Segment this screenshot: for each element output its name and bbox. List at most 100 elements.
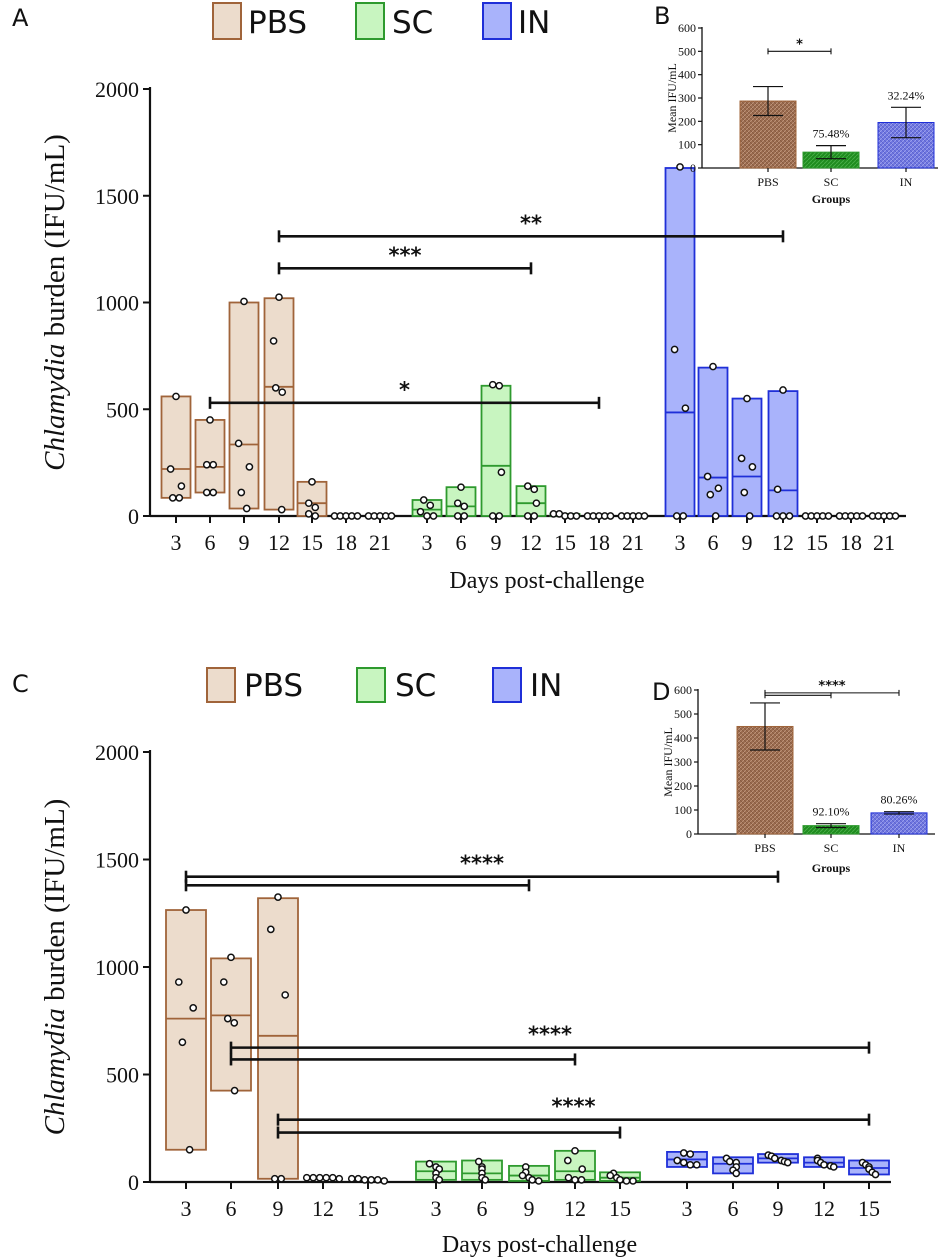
x-axis-label: Days post-challenge xyxy=(442,1232,637,1258)
x-tick-label-sc-day: 21 xyxy=(622,530,644,555)
data-point xyxy=(457,483,465,492)
data-point xyxy=(709,362,717,371)
data-point xyxy=(416,507,425,516)
data-point xyxy=(311,503,320,512)
significance-label: *** xyxy=(389,243,422,267)
panel-D: D Mean IFU/mL 0 100 200 300 400 500 600 PBS SC 92.1… xyxy=(652,678,935,875)
data-point xyxy=(185,1145,194,1154)
data-point xyxy=(234,439,243,448)
percent-reduction-label: 32.24% xyxy=(888,88,925,102)
inset-y-tick-label: 100 xyxy=(678,138,696,152)
data-point xyxy=(269,337,278,345)
y-axis-label-rest: burden (IFU/mL) xyxy=(39,134,71,343)
data-point xyxy=(435,1176,444,1184)
data-point xyxy=(219,978,228,986)
data-point xyxy=(785,512,794,520)
x-tick-label-pbs-day: 6 xyxy=(205,530,216,555)
data-point xyxy=(488,380,497,389)
data-point xyxy=(426,501,435,510)
data-point xyxy=(474,1157,483,1166)
legend-label-in: IN xyxy=(530,668,562,704)
panel-B: B Mean IFU/mL 0 100 200 300 400 500 600 PBS SC 75.4… xyxy=(654,2,938,206)
data-point xyxy=(706,490,715,499)
data-point xyxy=(387,512,396,520)
data-point xyxy=(534,1177,543,1185)
inset-x-tick-label: PBS xyxy=(757,175,778,189)
x-tick-label-pbs-day: 21 xyxy=(369,530,391,555)
data-point xyxy=(779,386,787,394)
x-tick-label-pbs-day: 9 xyxy=(273,1196,284,1221)
data-point xyxy=(453,499,462,508)
y-tick-label: 500 xyxy=(106,397,139,422)
data-point xyxy=(692,1160,701,1169)
x-tick-label-in-day: 18 xyxy=(840,530,862,555)
data-point xyxy=(770,1154,779,1163)
data-point xyxy=(745,512,754,520)
x-tick-label-in-day: 3 xyxy=(675,530,686,555)
inset-y-tick-label: 400 xyxy=(674,731,692,745)
legend-swatch-sc xyxy=(355,2,385,40)
x-tick-label-in-day: 6 xyxy=(728,1196,739,1221)
inset-y-tick-label: 500 xyxy=(674,707,692,721)
data-point xyxy=(328,1173,337,1182)
range-bar-in xyxy=(664,167,696,517)
data-point xyxy=(275,293,283,302)
inset-x-tick-label: SC xyxy=(824,175,839,189)
data-point xyxy=(670,345,679,354)
x-tick-label-sc-day: 9 xyxy=(491,530,502,555)
percent-reduction-label: 92.10% xyxy=(813,805,850,819)
x-tick-label-in-day: 12 xyxy=(772,530,794,555)
data-point xyxy=(202,488,211,497)
significance-label: **** xyxy=(552,1095,596,1119)
panel-label-B: B xyxy=(654,2,670,30)
x-tick-label-pbs-day: 18 xyxy=(335,530,357,555)
data-point xyxy=(528,1176,537,1184)
data-point xyxy=(281,991,290,999)
data-point xyxy=(230,1019,239,1027)
y-axis-label: Chlamydia burden (IFU/mL) xyxy=(39,134,71,471)
data-point xyxy=(266,925,275,934)
data-point xyxy=(177,482,186,490)
data-point xyxy=(209,460,218,469)
data-point xyxy=(277,505,286,514)
inset-x-tick-label: SC xyxy=(824,841,839,855)
x-tick-label-pbs-day: 15 xyxy=(357,1196,379,1221)
legend-swatch-in xyxy=(492,667,522,703)
panel-label-D: D xyxy=(652,678,670,706)
data-point xyxy=(572,512,581,520)
data-point xyxy=(732,1169,741,1178)
data-point xyxy=(640,512,649,520)
inset-y-tick-label: 200 xyxy=(674,779,692,793)
legend-swatch-in xyxy=(482,2,512,40)
data-point xyxy=(829,1163,838,1171)
data-point xyxy=(367,1176,376,1184)
x-tick-label-pbs-day: 3 xyxy=(171,530,182,555)
data-point xyxy=(380,1177,389,1185)
data-point xyxy=(871,1170,880,1179)
data-point xyxy=(182,906,190,914)
data-point xyxy=(676,163,684,171)
x-tick-label-sc-day: 15 xyxy=(609,1196,631,1221)
data-point xyxy=(308,477,316,486)
x-tick-label-in-day: 3 xyxy=(682,1196,693,1221)
inset-y-tick-label: 600 xyxy=(678,21,696,35)
data-point xyxy=(523,512,532,520)
data-point xyxy=(679,1149,688,1157)
data-point xyxy=(679,1158,688,1167)
inset-y-tick-label: 300 xyxy=(674,755,692,769)
data-point xyxy=(206,416,214,424)
data-point xyxy=(523,482,532,490)
range-bar-in xyxy=(767,390,799,517)
data-point xyxy=(891,512,900,520)
inset-x-axis-label: Groups xyxy=(812,192,851,206)
y-tick-label: 0 xyxy=(128,504,139,529)
inset-significance-label: **** xyxy=(818,679,845,694)
data-point xyxy=(423,512,431,520)
data-point xyxy=(311,512,320,520)
data-point xyxy=(743,394,751,403)
y-tick-label: 1000 xyxy=(95,955,139,980)
y-axis-label-rest: burden (IFU/mL) xyxy=(39,799,71,1008)
x-tick-label-in-day: 12 xyxy=(813,1196,835,1221)
y-axis-label-italic: Chlamydia xyxy=(39,344,71,471)
data-point xyxy=(783,1158,792,1167)
